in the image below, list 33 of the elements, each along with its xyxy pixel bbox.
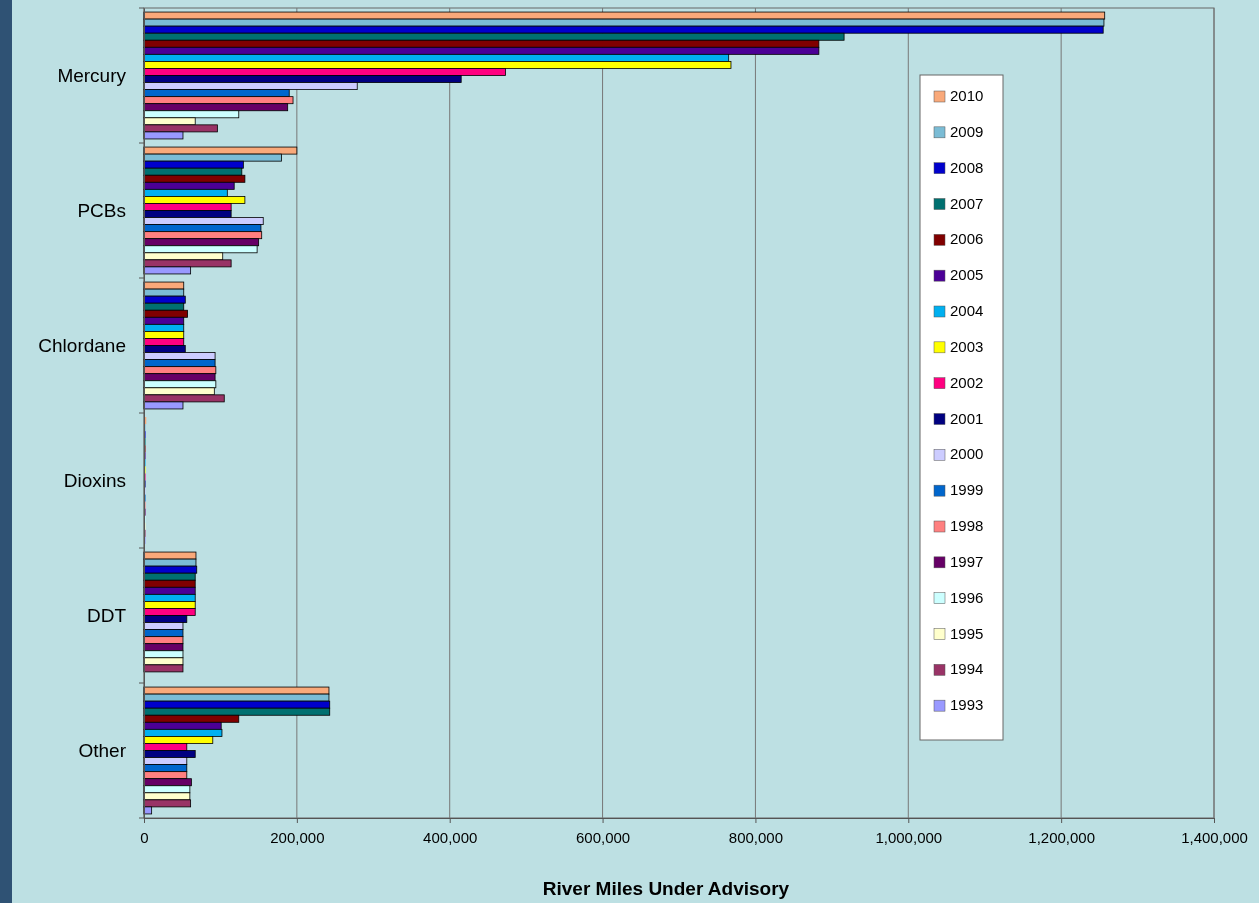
x-tick-label: 400,000 xyxy=(423,828,478,846)
legend-label: 1994 xyxy=(950,660,984,678)
y-tick-label: Chlordane xyxy=(38,334,126,356)
x-tick-label: 0 xyxy=(140,828,149,846)
y-tick-label: Other xyxy=(78,739,127,761)
legend-label: 1996 xyxy=(950,588,984,606)
x-tick-label: 1,200,000 xyxy=(1028,828,1096,846)
y-tick-label: DDT xyxy=(86,604,127,626)
y-tick-label: PCBs xyxy=(77,199,126,221)
legend-label: 1998 xyxy=(950,517,984,534)
x-tick-label: 600,000 xyxy=(575,828,631,846)
legend-label: 2003 xyxy=(950,337,984,355)
x-tick-label: 200,000 xyxy=(270,828,325,846)
legend-label: 2007 xyxy=(950,194,984,212)
legend-label: 2005 xyxy=(950,266,984,284)
legend-label: 1995 xyxy=(950,624,984,642)
legend-label: 2006 xyxy=(950,230,984,248)
y-tick-label: Dioxins xyxy=(63,469,126,491)
x-tick-label: 800,000 xyxy=(728,828,784,846)
legend-label: 2002 xyxy=(950,373,984,391)
legend-label: 2008 xyxy=(950,158,984,176)
legend-label: 2000 xyxy=(950,445,984,463)
x-tick-label: 1,000,000 xyxy=(875,828,943,846)
legend-label: 1993 xyxy=(950,696,984,714)
y-tick-label: Mercury xyxy=(57,64,127,86)
x-axis-title: River Miles Under Advisory xyxy=(542,878,790,899)
legend-label: 1997 xyxy=(950,552,984,570)
legend-label: 1999 xyxy=(950,481,984,499)
legend-label: 2009 xyxy=(950,122,984,140)
x-tick-label: 1,400,000 xyxy=(1181,828,1248,846)
legend-label: 2010 xyxy=(950,87,984,104)
legend-label: 2004 xyxy=(950,302,984,319)
legend-label: 2001 xyxy=(950,409,984,427)
